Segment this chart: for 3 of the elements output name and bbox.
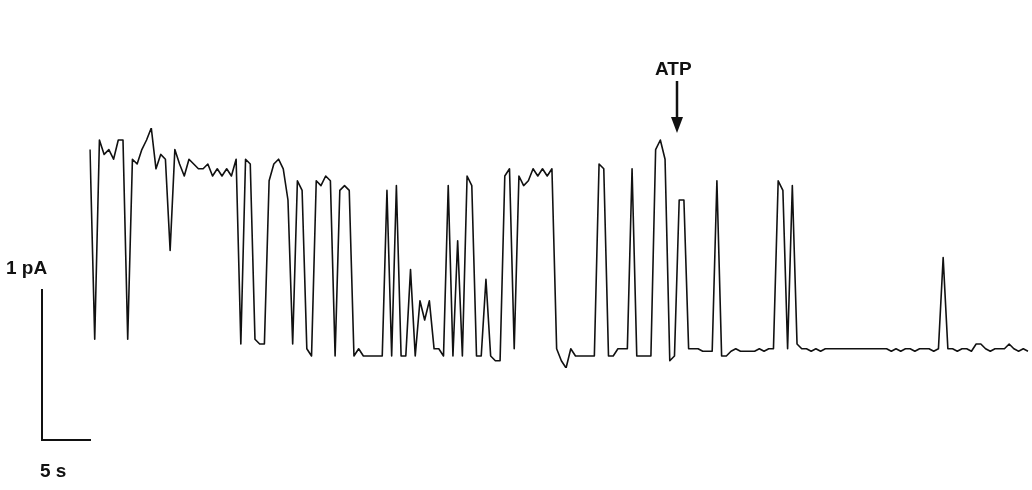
- text: 5 s: [40, 460, 67, 482]
- text: ATP: [655, 58, 692, 80]
- text: 1 pA: [6, 257, 48, 279]
